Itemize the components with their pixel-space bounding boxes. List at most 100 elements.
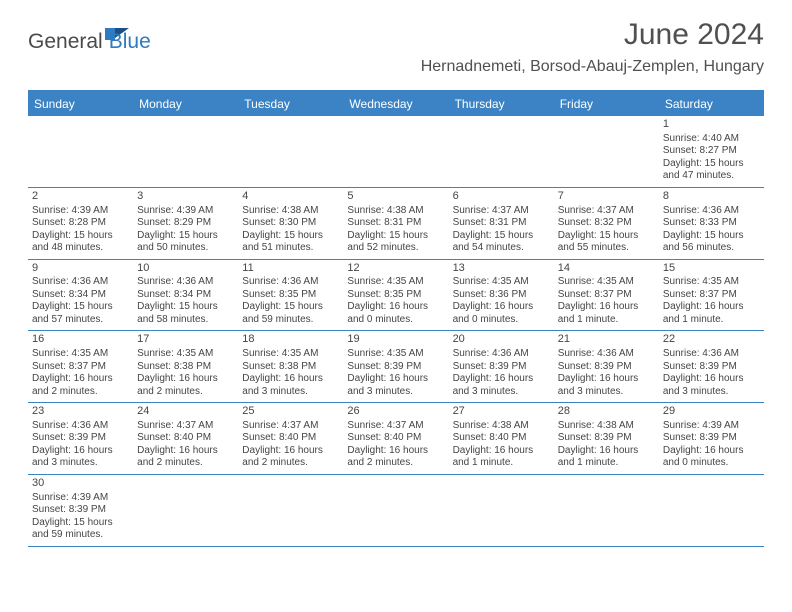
day-number: 25 — [242, 405, 339, 419]
calendar-cell: 11Sunrise: 4:36 AMSunset: 8:35 PMDayligh… — [238, 260, 343, 331]
calendar-cell: 17Sunrise: 4:35 AMSunset: 8:38 PMDayligh… — [133, 331, 238, 402]
calendar-cell: 10Sunrise: 4:36 AMSunset: 8:34 PMDayligh… — [133, 260, 238, 331]
sunset-text: Sunset: 8:37 PM — [558, 289, 655, 302]
calendar-week: 30Sunrise: 4:39 AMSunset: 8:39 PMDayligh… — [28, 475, 764, 547]
day-number: 2 — [32, 190, 129, 204]
calendar-week: 2Sunrise: 4:39 AMSunset: 8:28 PMDaylight… — [28, 188, 764, 260]
calendar-cell: 24Sunrise: 4:37 AMSunset: 8:40 PMDayligh… — [133, 403, 238, 474]
day-number: 30 — [32, 477, 129, 491]
sunset-text: Sunset: 8:28 PM — [32, 217, 129, 230]
sunrise-text: Sunrise: 4:35 AM — [663, 276, 760, 289]
day-number: 21 — [558, 333, 655, 347]
day-number: 7 — [558, 190, 655, 204]
dow-sunday: Sunday — [28, 92, 133, 116]
daylight-text: Daylight: 15 hours and 59 minutes. — [32, 517, 129, 542]
day-number: 12 — [347, 262, 444, 276]
daylight-text: Daylight: 15 hours and 50 minutes. — [137, 230, 234, 255]
calendar-cell-empty — [343, 475, 448, 546]
sunset-text: Sunset: 8:35 PM — [242, 289, 339, 302]
sunrise-text: Sunrise: 4:36 AM — [242, 276, 339, 289]
sunrise-text: Sunrise: 4:37 AM — [347, 420, 444, 433]
calendar-body: 1Sunrise: 4:40 AMSunset: 8:27 PMDaylight… — [28, 116, 764, 547]
sunset-text: Sunset: 8:39 PM — [453, 361, 550, 374]
sunrise-text: Sunrise: 4:35 AM — [453, 276, 550, 289]
calendar-cell: 12Sunrise: 4:35 AMSunset: 8:35 PMDayligh… — [343, 260, 448, 331]
calendar-cell: 18Sunrise: 4:35 AMSunset: 8:38 PMDayligh… — [238, 331, 343, 402]
daylight-text: Daylight: 16 hours and 3 minutes. — [453, 373, 550, 398]
sunrise-text: Sunrise: 4:38 AM — [558, 420, 655, 433]
daylight-text: Daylight: 15 hours and 52 minutes. — [347, 230, 444, 255]
sunrise-text: Sunrise: 4:36 AM — [663, 205, 760, 218]
sunset-text: Sunset: 8:40 PM — [453, 432, 550, 445]
sunrise-text: Sunrise: 4:37 AM — [558, 205, 655, 218]
sunset-text: Sunset: 8:37 PM — [32, 361, 129, 374]
sunset-text: Sunset: 8:29 PM — [137, 217, 234, 230]
day-number: 6 — [453, 190, 550, 204]
calendar-cell: 29Sunrise: 4:39 AMSunset: 8:39 PMDayligh… — [659, 403, 764, 474]
daylight-text: Daylight: 16 hours and 3 minutes. — [347, 373, 444, 398]
calendar-cell-empty — [449, 475, 554, 546]
calendar-cell-empty — [238, 116, 343, 187]
day-number: 19 — [347, 333, 444, 347]
day-number: 4 — [242, 190, 339, 204]
calendar-cell: 4Sunrise: 4:38 AMSunset: 8:30 PMDaylight… — [238, 188, 343, 259]
calendar-cell: 13Sunrise: 4:35 AMSunset: 8:36 PMDayligh… — [449, 260, 554, 331]
sunrise-text: Sunrise: 4:38 AM — [347, 205, 444, 218]
day-number: 15 — [663, 262, 760, 276]
sunset-text: Sunset: 8:38 PM — [137, 361, 234, 374]
calendar-cell: 5Sunrise: 4:38 AMSunset: 8:31 PMDaylight… — [343, 188, 448, 259]
day-number: 9 — [32, 262, 129, 276]
daylight-text: Daylight: 16 hours and 3 minutes. — [32, 445, 129, 470]
day-number: 3 — [137, 190, 234, 204]
calendar-cell: 20Sunrise: 4:36 AMSunset: 8:39 PMDayligh… — [449, 331, 554, 402]
calendar-cell: 3Sunrise: 4:39 AMSunset: 8:29 PMDaylight… — [133, 188, 238, 259]
sunset-text: Sunset: 8:40 PM — [242, 432, 339, 445]
daylight-text: Daylight: 16 hours and 1 minute. — [663, 301, 760, 326]
sunrise-text: Sunrise: 4:36 AM — [558, 348, 655, 361]
calendar-week: 23Sunrise: 4:36 AMSunset: 8:39 PMDayligh… — [28, 403, 764, 475]
title-block: June 2024 Hernadnemeti, Borsod-Abauj-Zem… — [421, 18, 764, 76]
brand-text-general: General — [28, 30, 103, 54]
calendar-cell: 9Sunrise: 4:36 AMSunset: 8:34 PMDaylight… — [28, 260, 133, 331]
dow-friday: Friday — [554, 92, 659, 116]
day-number: 8 — [663, 190, 760, 204]
sunset-text: Sunset: 8:39 PM — [558, 432, 655, 445]
day-number: 10 — [137, 262, 234, 276]
sunrise-text: Sunrise: 4:37 AM — [137, 420, 234, 433]
daylight-text: Daylight: 15 hours and 55 minutes. — [558, 230, 655, 255]
sunset-text: Sunset: 8:40 PM — [137, 432, 234, 445]
sunrise-text: Sunrise: 4:38 AM — [242, 205, 339, 218]
sunset-text: Sunset: 8:39 PM — [347, 361, 444, 374]
daylight-text: Daylight: 15 hours and 57 minutes. — [32, 301, 129, 326]
calendar-cell-empty — [449, 116, 554, 187]
daylight-text: Daylight: 16 hours and 2 minutes. — [347, 445, 444, 470]
day-number: 11 — [242, 262, 339, 276]
sunset-text: Sunset: 8:39 PM — [32, 432, 129, 445]
sunrise-text: Sunrise: 4:35 AM — [242, 348, 339, 361]
dow-wednesday: Wednesday — [343, 92, 448, 116]
day-number: 1 — [663, 118, 760, 132]
dow-tuesday: Tuesday — [238, 92, 343, 116]
sunset-text: Sunset: 8:39 PM — [663, 361, 760, 374]
page-header: General Blue June 2024 Hernadnemeti, Bor… — [0, 0, 792, 82]
day-number: 24 — [137, 405, 234, 419]
sunrise-text: Sunrise: 4:40 AM — [663, 133, 760, 146]
day-number: 23 — [32, 405, 129, 419]
sunrise-text: Sunrise: 4:36 AM — [32, 420, 129, 433]
calendar-cell: 19Sunrise: 4:35 AMSunset: 8:39 PMDayligh… — [343, 331, 448, 402]
month-title: June 2024 — [421, 18, 764, 52]
daylight-text: Daylight: 16 hours and 3 minutes. — [558, 373, 655, 398]
daylight-text: Daylight: 15 hours and 54 minutes. — [453, 230, 550, 255]
sunrise-text: Sunrise: 4:37 AM — [242, 420, 339, 433]
day-number: 20 — [453, 333, 550, 347]
calendar-cell: 25Sunrise: 4:37 AMSunset: 8:40 PMDayligh… — [238, 403, 343, 474]
dow-saturday: Saturday — [659, 92, 764, 116]
calendar-cell-empty — [659, 475, 764, 546]
sunset-text: Sunset: 8:35 PM — [347, 289, 444, 302]
day-number: 16 — [32, 333, 129, 347]
sunrise-text: Sunrise: 4:39 AM — [663, 420, 760, 433]
day-of-week-header: Sunday Monday Tuesday Wednesday Thursday… — [28, 92, 764, 116]
sunset-text: Sunset: 8:37 PM — [663, 289, 760, 302]
calendar-cell-empty — [554, 475, 659, 546]
sunrise-text: Sunrise: 4:35 AM — [347, 276, 444, 289]
